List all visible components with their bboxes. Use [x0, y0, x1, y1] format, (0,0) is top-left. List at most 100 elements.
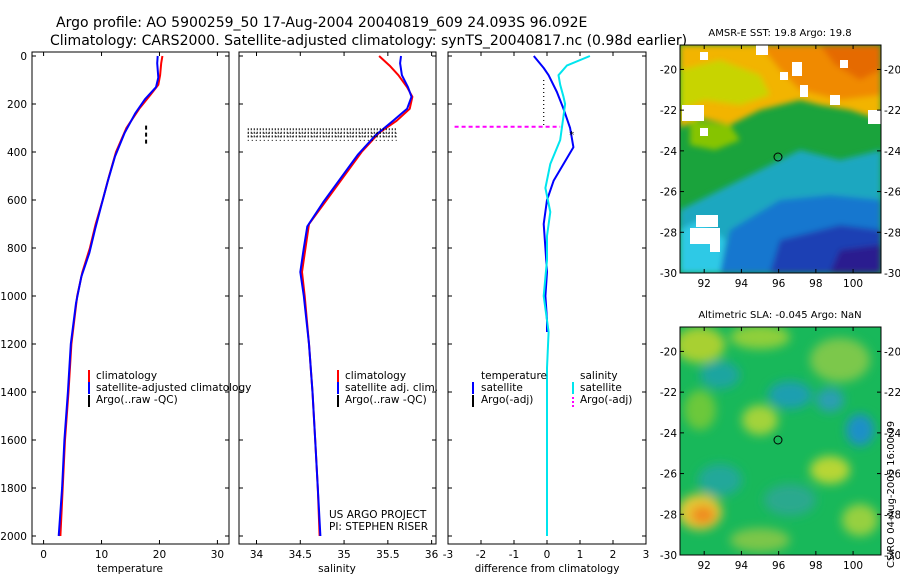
- temperature-plot: 0 10 20 30: [32, 52, 229, 561]
- legend-label: satellite-adjusted climatology: [96, 382, 251, 394]
- map-x-tick-label: 98: [809, 278, 822, 290]
- legend-label: satellite: [580, 382, 622, 394]
- map-x-tick-label: 96: [772, 278, 786, 290]
- map-y-tick-label-right: -30: [884, 550, 900, 562]
- depth-axis: 0 200 400 600 800 1000 1200 1400 1600 1800 2000: [0, 51, 27, 543]
- x-tick-label: 35.5: [376, 549, 399, 561]
- series-climatology: [301, 55, 414, 537]
- map-x-tick-label: 92: [698, 278, 711, 290]
- legend-label: temperature: [481, 370, 547, 382]
- map-x-tick-label: 96: [772, 560, 786, 572]
- map-y-tick-label: -22: [660, 105, 677, 117]
- legend-label: satellite adj. clim.: [345, 382, 438, 394]
- map-y-tick-label: -26: [660, 469, 677, 481]
- legend-label: Argo(-adj): [481, 394, 533, 406]
- map-x-tick-label: 92: [698, 560, 711, 572]
- series-temperature-satellite: [533, 55, 575, 332]
- temperature-xlabel: temperature: [97, 563, 163, 575]
- sla-map-title: Altimetric SLA: -0.045 Argo: NaN: [698, 310, 861, 321]
- temperature-panel: [31, 51, 230, 545]
- map-y-tick-label: -26: [660, 187, 677, 199]
- depth-tick-label: 2000: [0, 531, 27, 543]
- sla-map-axes: 92 94 96 98 100 -20 -20 -22 -22 -24 -24 -26 -26 -28 -2…: [660, 327, 900, 572]
- legend-label: satellite: [481, 382, 523, 394]
- map-y-tick-label: -20: [660, 346, 677, 358]
- depth-tick-label: 600: [7, 195, 27, 207]
- depth-tick-label: 1000: [0, 291, 27, 303]
- map-y-tick-label: -24: [660, 146, 677, 158]
- sst-map-axes: 92 94 96 98 100 -20 -20 -22 -22 -24 -24 -26 -26 -28 -2…: [660, 45, 900, 290]
- difference-xlabel: difference from climatology: [475, 563, 620, 575]
- difference-legend: temperature satellite Argo(-adj) salinit…: [472, 370, 632, 407]
- credit-project: US ARGO PROJECT: [329, 509, 427, 521]
- sla-argo-location-marker: [773, 435, 783, 445]
- map-x-tick-label: 94: [735, 560, 749, 572]
- series-satellite-adjusted-climatology: [57, 55, 160, 537]
- depth-tick-label: 1800: [0, 483, 27, 495]
- x-tick-label: 34: [250, 549, 264, 561]
- x-tick-label: 0: [544, 549, 551, 561]
- salinity-panel: [238, 51, 437, 545]
- x-tick-label: -1: [509, 549, 519, 561]
- map-y-tick-label: -20: [660, 64, 677, 76]
- depth-tick-label: 0: [20, 51, 27, 63]
- figure-title-line2: Climatology: CARS2000. Satellite-adjuste…: [50, 33, 687, 49]
- x-tick-label: 0: [40, 549, 47, 561]
- sla-map-image: [680, 327, 881, 555]
- x-tick-label: 35: [337, 549, 350, 561]
- sst-map-image: [680, 45, 881, 273]
- map-y-tick-label-right: -20: [884, 346, 900, 358]
- sst-map-title: AMSR-E SST: 19.8 Argo: 19.8: [708, 28, 851, 39]
- map-x-tick-label: 98: [809, 560, 822, 572]
- map-x-tick-label: 100: [843, 278, 863, 290]
- map-y-tick-label-right: -22: [884, 105, 900, 117]
- x-tick-label: 10: [95, 549, 108, 561]
- temperature-legend: climatology satellite-adjusted climatolo…: [88, 370, 251, 407]
- series-salinity-satellite: [542, 55, 591, 536]
- x-tick-label: 36: [425, 549, 439, 561]
- credit-pi: PI: STEPHEN RISER: [329, 521, 428, 533]
- map-x-tick-label: 94: [735, 278, 749, 290]
- sst-map-frame: [679, 44, 882, 274]
- map-y-tick-label-right: -22: [884, 387, 900, 399]
- x-tick-label: 30: [211, 549, 224, 561]
- map-y-tick-label: -30: [660, 550, 677, 562]
- map-y-tick-label: -28: [660, 509, 677, 521]
- salinity-legend: climatology satellite adj. clim. Argo(..…: [337, 370, 438, 407]
- x-tick-label: -3: [443, 549, 453, 561]
- map-y-tick-label-right: -28: [884, 509, 900, 521]
- x-tick-label: -2: [476, 549, 486, 561]
- legend-label: climatology: [96, 370, 157, 382]
- x-tick-label: 20: [153, 549, 166, 561]
- salinity-xlabel: salinity: [318, 563, 356, 575]
- depth-tick-label: 1400: [0, 387, 27, 399]
- map-y-tick-label: -24: [660, 428, 677, 440]
- figure-title-line1: Argo profile: AO 5900259_50 17-Aug-2004 …: [56, 15, 587, 31]
- side-stamp: CSIRO 04-Aug-2005 16:00:09: [886, 421, 897, 568]
- x-tick-label: 34.5: [289, 549, 312, 561]
- depth-tick-label: 800: [7, 243, 27, 255]
- depth-tick-label: 200: [7, 99, 27, 111]
- depth-tick-label: 400: [7, 147, 27, 159]
- legend-label: Argo(-adj): [580, 394, 632, 406]
- x-tick-label: 1: [577, 549, 584, 561]
- legend-label: climatology: [345, 370, 406, 382]
- depth-tick-label: 1600: [0, 435, 27, 447]
- map-y-tick-label-right: -30: [884, 268, 900, 280]
- map-y-tick-label: -28: [660, 227, 677, 239]
- sla-map-frame: [679, 326, 882, 556]
- x-tick-label: 2: [610, 549, 617, 561]
- salinity-plot: 34 34.5 35 35.5 36: [239, 52, 439, 561]
- x-tick-label: 3: [643, 549, 650, 561]
- depth-tick-label: 1200: [0, 339, 27, 351]
- map-y-tick-label: -30: [660, 268, 677, 280]
- map-y-tick-label: -22: [660, 387, 677, 399]
- map-y-tick-label-right: -20: [884, 64, 900, 76]
- difference-plot: -3 -2 -1 0 1 2 3 *: [443, 52, 650, 561]
- map-y-tick-label-right: -28: [884, 227, 900, 239]
- legend-label: Argo(..raw -QC): [345, 394, 427, 406]
- legend-label: salinity: [580, 370, 618, 382]
- map-x-tick-label: 100: [843, 560, 863, 572]
- sst-argo-location-marker: [773, 152, 783, 162]
